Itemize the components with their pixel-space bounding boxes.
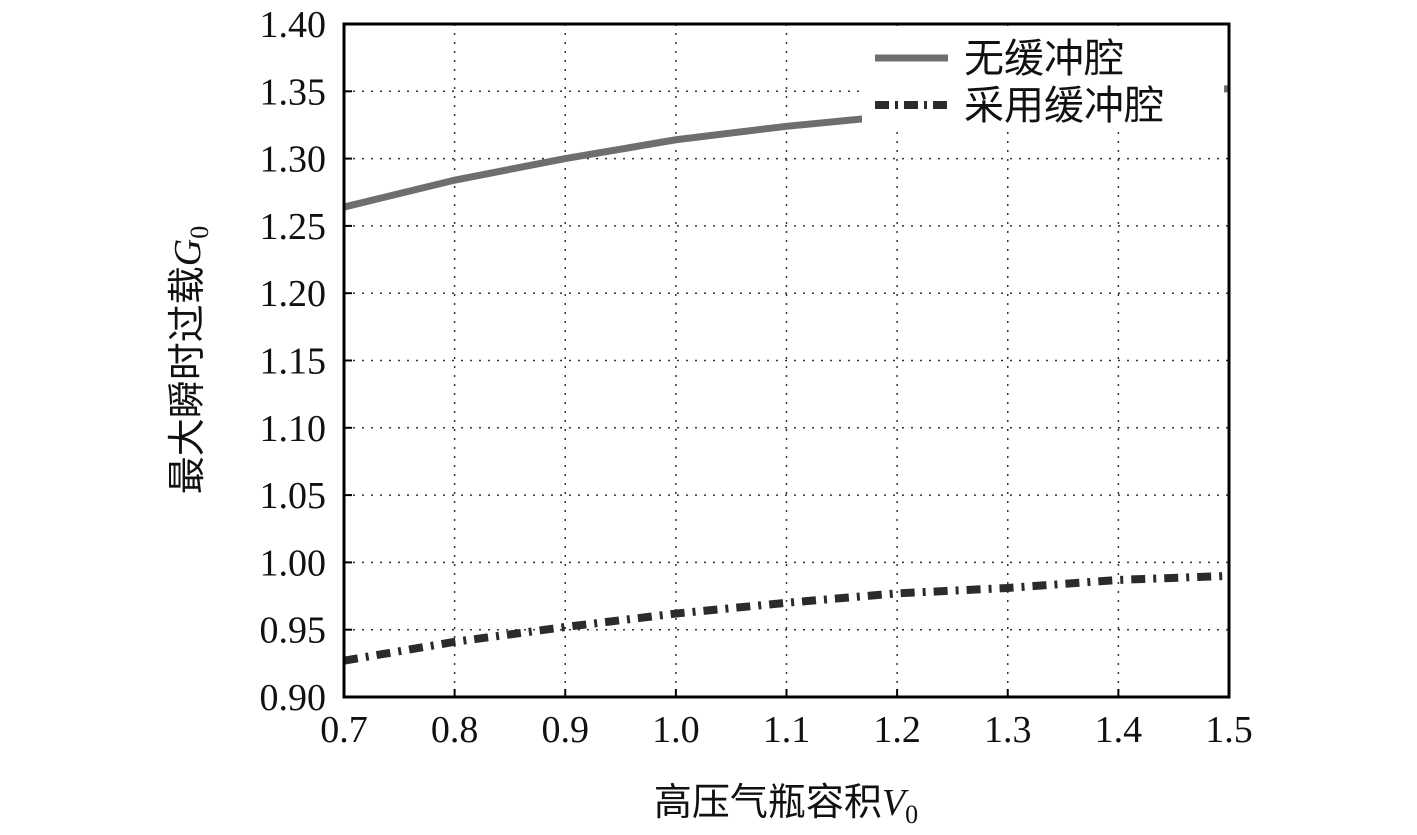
- y-tick-label: 1.10: [260, 408, 327, 450]
- x-tick-label: 1.4: [1095, 709, 1143, 751]
- y-tick-label: 1.00: [260, 542, 327, 584]
- x-tick-label: 1.0: [652, 709, 700, 751]
- x-tick-label: 1.3: [984, 709, 1032, 751]
- x-tick-label: 0.8: [431, 709, 479, 751]
- y-tick-label: 1.35: [260, 71, 327, 113]
- legend-label: 无缓冲腔: [964, 36, 1124, 81]
- y-tick-label: 1.25: [260, 206, 327, 248]
- y-tick-label: 1.30: [260, 139, 327, 181]
- y-tick-label: 1.40: [260, 4, 327, 46]
- x-tick-label: 1.2: [873, 709, 921, 751]
- y-axis-label: 最大瞬时过载G0: [167, 226, 214, 494]
- x-tick-label: 0.9: [542, 709, 590, 751]
- y-tick-label: 0.90: [260, 677, 327, 719]
- legend-label: 采用缓冲腔: [964, 83, 1164, 128]
- y-tick-label: 1.05: [260, 475, 327, 517]
- y-tick-label: 1.20: [260, 273, 327, 315]
- y-tick-label: 1.15: [260, 341, 327, 383]
- legend-box: [862, 30, 1224, 132]
- x-tick-label: 0.7: [320, 709, 368, 751]
- x-tick-label: 1.5: [1205, 709, 1253, 751]
- x-tick-label: 1.1: [763, 709, 811, 751]
- ticks: 0.7 0.8 0.9 1.0 1.1 1.2 1.3 1.4 1.5 0.90 0.95 1.00 1…: [260, 4, 1253, 751]
- y-tick-label: 0.95: [260, 610, 327, 652]
- x-axis-label: 高压气瓶容积V0: [654, 782, 918, 829]
